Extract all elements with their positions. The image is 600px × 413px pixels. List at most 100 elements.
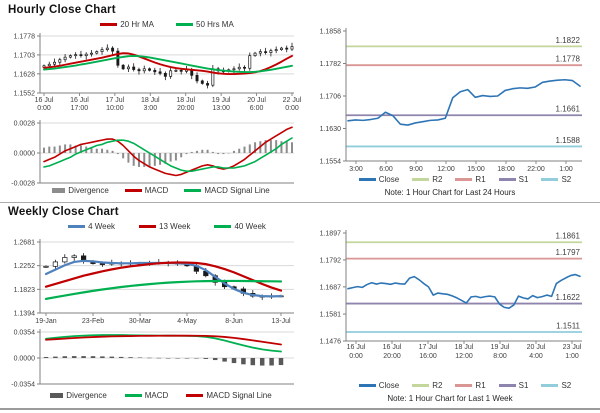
svg-text:3:00: 3:00 xyxy=(143,105,157,112)
legend-swatch-green-line xyxy=(214,225,232,228)
legend-item-40-week: 40 Week xyxy=(214,222,266,231)
legend-swatch-red-line xyxy=(186,394,204,397)
svg-text:16:00: 16:00 xyxy=(419,353,437,360)
legend-item-r1: R1 xyxy=(455,381,486,390)
legend-label: S2 xyxy=(561,175,572,184)
legend-item-s2: S2 xyxy=(541,175,571,184)
svg-text:19 Jul: 19 Jul xyxy=(212,97,231,104)
weekly-ma-legend: 4 Week 13 Week 40 Week xyxy=(40,222,294,231)
svg-text:4:00: 4:00 xyxy=(529,353,543,360)
svg-text:30-Mar: 30-Mar xyxy=(129,318,152,325)
svg-text:0:00: 0:00 xyxy=(349,353,363,360)
hourly-sr-legend: Close R2 R1 S1 S2 xyxy=(334,175,596,184)
svg-text:1.1554: 1.1554 xyxy=(320,159,342,166)
legend-swatch-s2-line xyxy=(541,384,559,387)
weekly-macd-legend: Divergence MACD MACD Signal Line xyxy=(28,391,294,400)
svg-text:1.1706: 1.1706 xyxy=(320,94,342,101)
svg-text:19-Jan: 19-Jan xyxy=(35,318,57,325)
svg-text:20:00: 20:00 xyxy=(383,353,401,360)
legend-item-s1: S1 xyxy=(498,175,529,184)
svg-text:1.1552: 1.1552 xyxy=(14,91,36,98)
svg-text:16 Jul: 16 Jul xyxy=(35,97,54,104)
weekly-sr-note: Note: 1 Hour Chart for Last 1 Week xyxy=(387,394,513,403)
panel-weekly-close: Weekly Close Chart 4 Week 13 Week 40 Wee… xyxy=(0,203,300,408)
legend-swatch-green-line xyxy=(124,394,142,397)
legend-label: S1 xyxy=(518,175,529,184)
hourly-macd-legend: Divergence MACD MACD Signal Line xyxy=(28,186,294,195)
legend-item-50hr-ma: 50 Hrs MA xyxy=(176,20,234,29)
svg-text:1.1476: 1.1476 xyxy=(320,339,342,346)
svg-text:23 Jul: 23 Jul xyxy=(563,344,582,351)
svg-text:6:00: 6:00 xyxy=(250,105,264,112)
legend-label: R2 xyxy=(432,175,443,184)
svg-text:0.0000: 0.0000 xyxy=(14,356,36,363)
legend-label: Divergence xyxy=(68,186,109,195)
svg-text:9:00: 9:00 xyxy=(409,166,423,173)
svg-text:17 Jul: 17 Jul xyxy=(419,344,438,351)
svg-text:18 Jul: 18 Jul xyxy=(141,97,160,104)
legend-item-macd: MACD xyxy=(124,186,169,195)
hourly-sr-chart: 1.1858 1.1782 1.1706 1.1630 1.1554 3:00 6:00 9:… xyxy=(320,28,582,173)
legend-item-macd-signal: MACD Signal Line xyxy=(184,186,270,195)
svg-text:1.1630: 1.1630 xyxy=(320,126,342,133)
legend-label: MACD xyxy=(144,186,169,195)
legend-swatch-gray-bar xyxy=(52,188,66,193)
svg-text:6:00: 6:00 xyxy=(379,166,393,173)
legend-item-r2: R2 xyxy=(412,381,442,390)
legend-item-13-week: 13 Week xyxy=(139,222,190,231)
legend-label: MACD Signal Line xyxy=(204,186,270,195)
svg-text:1.1581: 1.1581 xyxy=(320,312,342,319)
svg-text:-0.0354: -0.0354 xyxy=(11,382,35,389)
svg-text:1.1588: 1.1588 xyxy=(556,136,581,145)
svg-text:13-Jul: 13-Jul xyxy=(271,318,291,325)
legend-label: 20 Hr MA xyxy=(120,20,154,29)
svg-text:1.1782: 1.1782 xyxy=(320,61,342,68)
svg-text:22:00: 22:00 xyxy=(527,166,545,173)
svg-text:0.0000: 0.0000 xyxy=(14,151,36,158)
legend-item-20hr-ma: 20 Hr MA xyxy=(100,20,154,29)
bottom-divider xyxy=(0,408,600,410)
legend-swatch-green-line xyxy=(176,23,193,26)
svg-text:16 Jul: 16 Jul xyxy=(70,97,89,104)
svg-text:1.1628: 1.1628 xyxy=(14,71,36,78)
legend-item-r2: R2 xyxy=(412,175,442,184)
svg-text:22 Jul: 22 Jul xyxy=(283,97,302,104)
hourly-ma-legend: 20 Hr MA 50 Hrs MA xyxy=(40,20,294,29)
svg-text:1.1797: 1.1797 xyxy=(556,248,581,257)
svg-text:20:00: 20:00 xyxy=(177,105,195,112)
svg-text:1.1622: 1.1622 xyxy=(556,293,581,302)
svg-text:1.2252: 1.2252 xyxy=(14,263,36,270)
svg-text:0:00: 0:00 xyxy=(37,105,51,112)
legend-label: R1 xyxy=(475,175,486,184)
svg-text:1.1778: 1.1778 xyxy=(556,55,581,64)
svg-text:1:00: 1:00 xyxy=(559,166,573,173)
svg-text:12:00: 12:00 xyxy=(455,353,473,360)
svg-text:3:00: 3:00 xyxy=(349,166,363,173)
legend-item-4-week: 4 Week xyxy=(68,222,115,231)
svg-text:1.1511: 1.1511 xyxy=(556,322,580,331)
svg-text:8:00: 8:00 xyxy=(493,353,507,360)
legend-swatch-blue-line xyxy=(358,178,376,181)
legend-swatch-red-line xyxy=(124,189,142,192)
legend-swatch-s1-line xyxy=(498,178,516,181)
legend-swatch-red-line xyxy=(100,23,118,26)
svg-text:18 Jul: 18 Jul xyxy=(455,344,474,351)
weekly-sr-legend: Close R2 R1 S1 S2 xyxy=(334,381,596,390)
svg-text:1.1394: 1.1394 xyxy=(14,311,36,318)
legend-swatch-s1-line xyxy=(498,384,516,387)
svg-text:1.1661: 1.1661 xyxy=(556,105,581,114)
svg-text:1:00: 1:00 xyxy=(565,353,579,360)
legend-item-close: Close xyxy=(358,175,399,184)
svg-text:20 Jul: 20 Jul xyxy=(527,344,546,351)
panel-hourly-sr: 1.1858 1.1782 1.1706 1.1630 1.1554 3:00 6:00 9:… xyxy=(300,0,600,202)
svg-text:1.1823: 1.1823 xyxy=(14,287,36,294)
svg-text:1.1778: 1.1778 xyxy=(14,34,36,41)
legend-label: MACD xyxy=(144,391,169,400)
legend-swatch-s2-line xyxy=(541,178,559,181)
legend-label: 50 Hrs MA xyxy=(196,20,234,29)
svg-text:23-Feb: 23-Feb xyxy=(82,318,104,325)
legend-swatch-blue-line xyxy=(68,225,86,228)
